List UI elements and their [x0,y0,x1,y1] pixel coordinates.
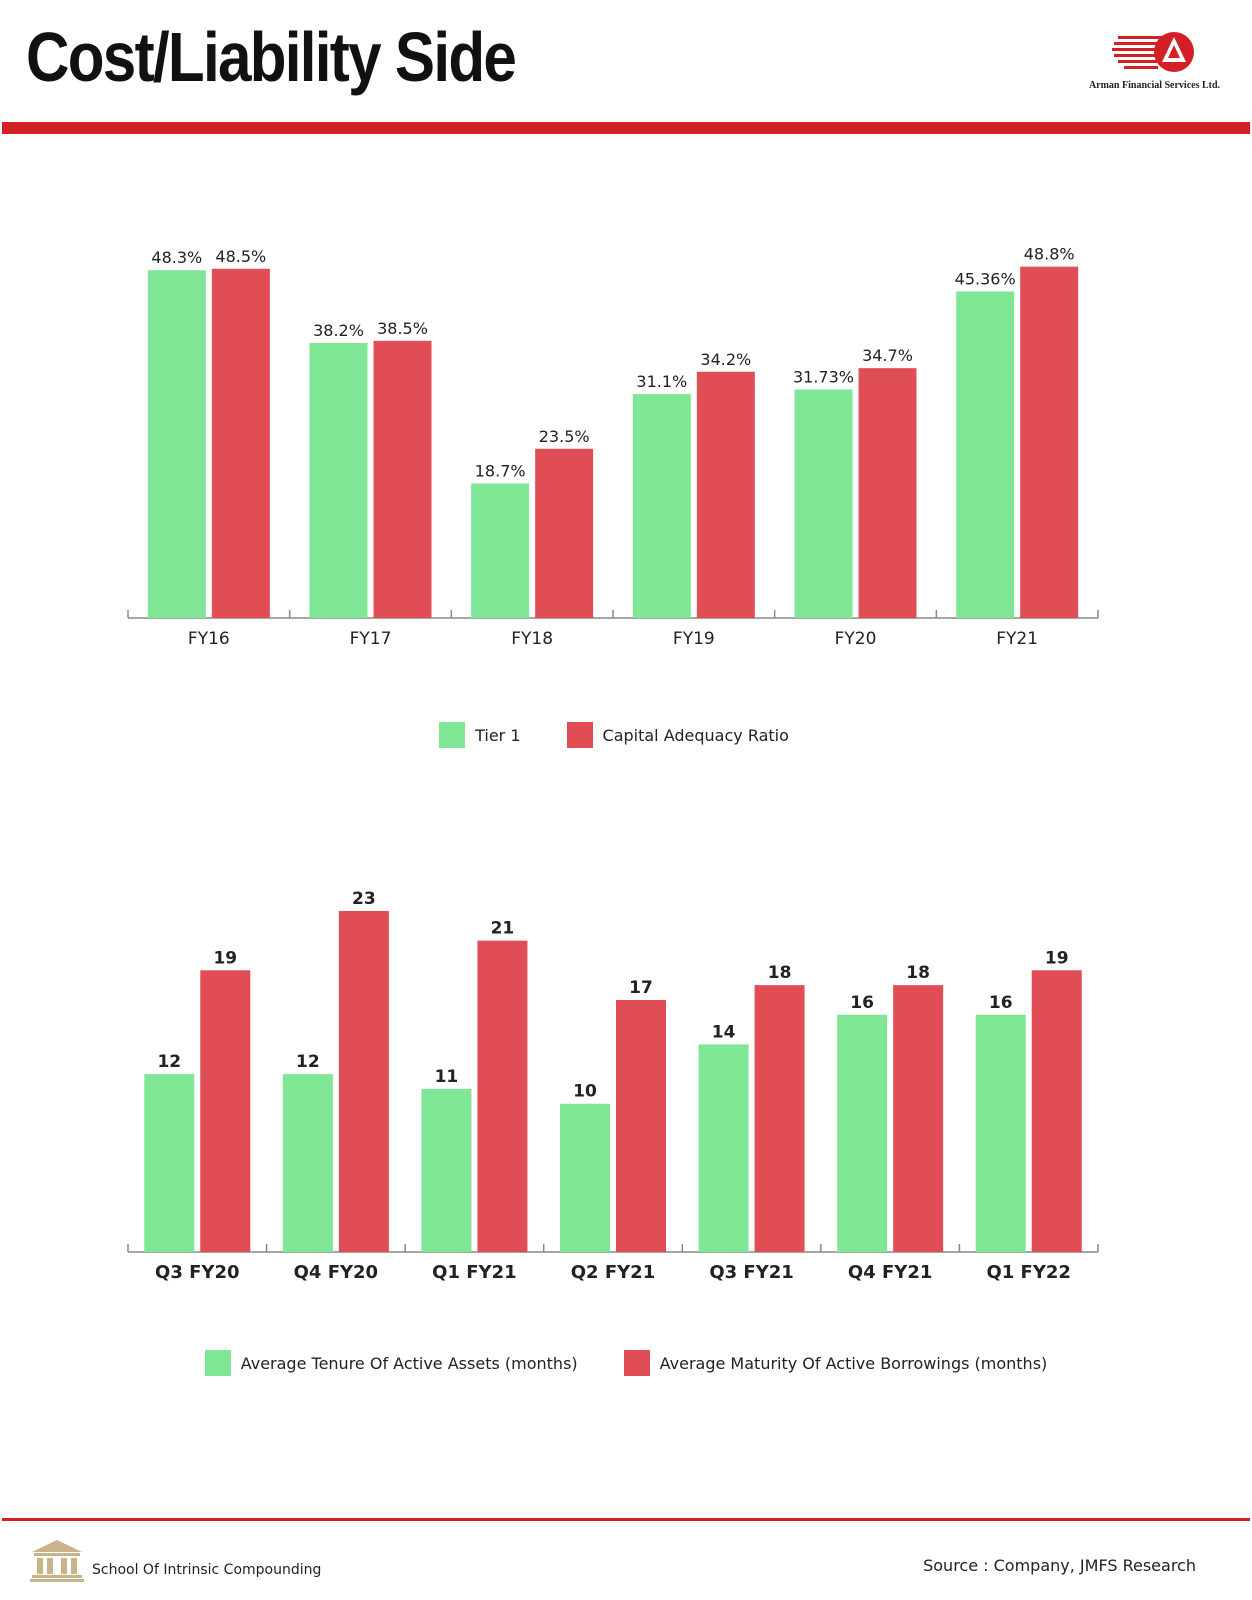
data-label: 14 [712,1022,736,1042]
data-label: 12 [157,1052,181,1072]
legend-label-tier1: Tier 1 [475,725,521,745]
legend-item-maturity: Average Maturity Of Active Borrowings (m… [623,1350,1048,1376]
data-label: 23.5% [539,427,590,446]
data-label: 18.7% [475,461,526,480]
x-tick-label: Q1 FY22 [986,1262,1070,1283]
x-tick-label: FY18 [511,629,553,649]
data-label: 48.8% [1024,245,1075,264]
x-tick-label: Q1 FY21 [432,1262,516,1283]
x-tick-label: Q3 FY20 [155,1262,239,1283]
bar-series2 [696,371,755,618]
footer-divider [2,1518,1250,1521]
legend-swatch-car [566,722,593,748]
bar-series2 [616,999,666,1252]
bar-series1 [837,1014,888,1252]
x-tick-label: Q3 FY21 [709,1262,793,1283]
bar-series1 [975,1014,1026,1252]
legend-swatch-tenure [204,1350,231,1376]
bar-series2 [754,985,805,1252]
bar-series2 [535,448,594,618]
footer-brand: School Of Intrinsic Compounding [30,1538,321,1582]
x-tick-label: Q2 FY21 [571,1262,655,1283]
capital-adequacy-legend: Tier 1 Capital Adequacy Ratio [0,722,1240,748]
capital-adequacy-chart: 48.3% 48.5% FY16 38.2% 38.5% FY17 18.7% 23.5% FY… [0,200,1252,660]
bar-series1 [698,1044,749,1252]
company-logo: Arman Financial Services Ltd. [1082,32,1227,94]
data-label: 21 [491,919,515,939]
legend-item-tenure: Average Tenure Of Active Assets (months) [204,1350,578,1376]
bar-series1 [956,291,1015,618]
data-label: 34.7% [862,346,913,365]
bar-series1 [309,342,368,618]
logo-mark-icon [1112,32,1194,72]
x-tick-label: FY16 [188,629,230,649]
school-building-icon [30,1540,84,1582]
tenure-maturity-chart: 12 19 Q3 FY20 12 23 Q4 FY20 11 21 Q1 FY21 10 17 Q2 … [0,880,1252,1300]
bar-series1 [421,1088,472,1252]
bar-series2 [200,970,251,1252]
data-label: 38.5% [377,319,428,338]
tenure-maturity-legend: Average Tenure Of Active Assets (months)… [0,1350,1252,1376]
data-label: 11 [435,1067,459,1087]
bar-series1 [147,270,206,618]
bar-series1 [282,1074,333,1252]
capital-adequacy-chart-svg: 48.3% 48.5% FY16 38.2% 38.5% FY17 18.7% 23.5% FY… [127,245,1099,649]
legend-label-car: Capital Adequacy Ratio [602,725,789,745]
legend-swatch-maturity [623,1350,650,1376]
bar-series2 [373,340,432,618]
data-label: 17 [629,978,653,998]
legend-label-tenure: Average Tenure Of Active Assets (months) [240,1353,578,1373]
bar-series2 [477,940,528,1252]
x-tick-label: FY19 [673,629,715,649]
data-label: 31.73% [793,368,854,387]
header-divider [2,122,1250,134]
legend-label-maturity: Average Maturity Of Active Borrowings (m… [659,1353,1048,1373]
bar-series2 [211,268,270,618]
data-label: 48.3% [151,248,202,267]
x-tick-label: FY21 [996,629,1038,649]
bar-series2 [1031,970,1082,1252]
bar-series1 [794,389,853,618]
data-label: 38.2% [313,321,364,340]
bar-series2 [338,911,389,1252]
data-label: 31.1% [636,372,687,391]
bar-series1 [144,1074,195,1252]
x-tick-label: Q4 FY21 [848,1262,932,1283]
data-label: 19 [213,948,237,968]
footer-brand-text: School Of Intrinsic Compounding [92,1562,322,1578]
bar-series2 [1020,266,1079,618]
page-title: Cost/Liability Side [26,18,517,96]
bar-series2 [893,985,944,1252]
bar-series2 [858,368,917,618]
data-label: 18 [768,963,792,983]
source-note: Source : Company, JMFS Research [923,1556,1196,1575]
data-label: 10 [573,1082,597,1102]
data-label: 18 [906,963,930,983]
bar-series1 [632,394,691,618]
x-tick-label: FY17 [350,629,392,649]
bar-series1 [471,483,530,618]
legend-swatch-tier1 [439,722,466,748]
x-tick-label: FY20 [835,629,877,649]
logo-text: Arman Financial Services Ltd. [1088,80,1221,91]
data-label: 48.5% [215,247,266,266]
legend-item-tier1: Tier 1 [439,722,521,748]
data-label: 16 [989,993,1013,1013]
legend-item-car: Capital Adequacy Ratio [566,722,789,748]
tenure-maturity-chart-svg: 12 19 Q3 FY20 12 23 Q4 FY20 11 21 Q1 FY21 10 17 Q2 … [127,889,1099,1283]
x-tick-label: Q4 FY20 [294,1262,378,1283]
data-label: 19 [1045,948,1069,968]
data-label: 45.36% [955,269,1016,288]
data-label: 34.2% [700,350,751,369]
data-label: 23 [352,889,376,909]
data-label: 16 [850,993,874,1013]
data-label: 12 [296,1052,320,1072]
bar-series1 [560,1103,610,1252]
